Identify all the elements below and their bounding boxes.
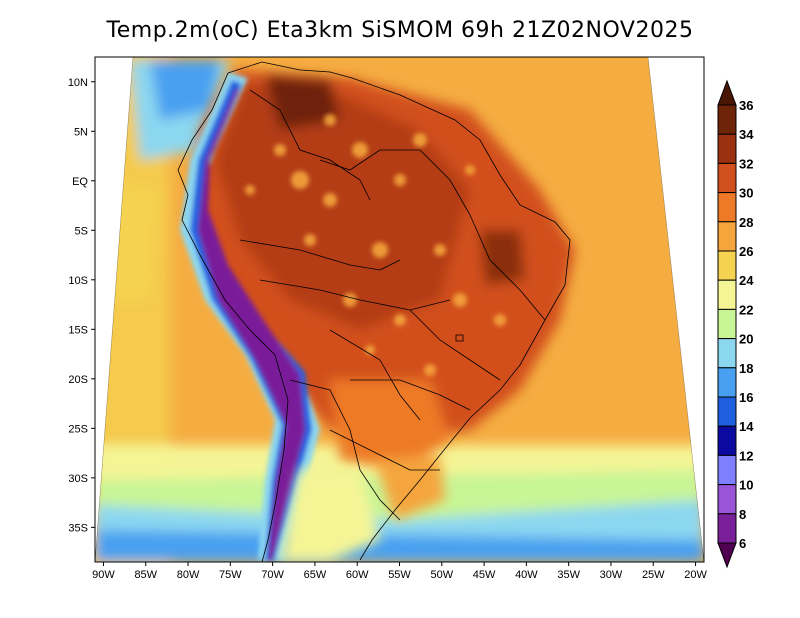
- colorbar-label: 24: [739, 273, 754, 288]
- colorbar-box: [717, 396, 737, 427]
- map-title: Temp.2m(oC) Eta3km SiSMOM 69h 21Z02NOV20…: [106, 18, 694, 43]
- colorbar-box: [717, 308, 737, 340]
- colorbar-box: [717, 425, 737, 456]
- colorbar-label: 10: [739, 478, 753, 493]
- colorbar-arrow-bottom: [717, 542, 737, 569]
- lon-tick-label: 65W: [304, 569, 327, 581]
- coastlines-and-borders: [177, 61, 571, 563]
- colorbar-arrow-top: [717, 79, 737, 106]
- lon-tick-label: 20W: [684, 569, 707, 581]
- colorbar-box: [717, 338, 737, 369]
- colorbar-label: 20: [739, 332, 753, 347]
- colorbar-label: 32: [739, 156, 753, 171]
- colorbar-box: [717, 454, 737, 486]
- colorbar-label: 16: [739, 390, 753, 405]
- axis-ticks: 90W 85W 80W 75W 70W 65W 60W 55W 50W 45W 40W 35W 30W 2…: [68, 77, 708, 581]
- lat-tick-label: 5N: [74, 126, 88, 138]
- lon-tick-label: 35W: [557, 569, 580, 581]
- lon-tick-label: 80W: [177, 569, 200, 581]
- colorbar-label: 8: [739, 507, 746, 522]
- temperature-field: [95, 57, 704, 562]
- lat-tick-label: 15S: [68, 324, 88, 336]
- colorbar-label: 22: [739, 302, 753, 317]
- lat-tick-label: 10S: [68, 275, 88, 287]
- lon-tick-label: 50W: [430, 569, 453, 581]
- lat-tick-label: 35S: [68, 522, 88, 534]
- colorbar-label: 26: [739, 244, 753, 259]
- colorbar-box: [717, 162, 737, 194]
- lat-tick-label: 30S: [68, 473, 88, 485]
- colorbar-box: [717, 513, 737, 544]
- colorbar-label: 30: [739, 186, 753, 201]
- lon-tick-label: 60W: [346, 569, 369, 581]
- lon-tick-label: 70W: [261, 569, 284, 581]
- lon-tick-label: 85W: [134, 569, 157, 581]
- colorbar-box: [717, 221, 737, 252]
- lat-tick-label: EQ: [72, 176, 88, 188]
- colorbar: 36 34 32 30 28 26 24 22 20 18 16 14 12 10 8 6: [717, 79, 754, 569]
- colorbar-box: [717, 104, 737, 135]
- lat-tick-label: 10N: [68, 77, 88, 89]
- lon-tick-label: 55W: [388, 569, 411, 581]
- lat-tick-label: 5S: [75, 225, 88, 237]
- colorbar-label: 18: [739, 361, 753, 376]
- colorbar-label: 36: [739, 98, 753, 113]
- colorbar-box: [717, 250, 737, 281]
- colorbar-label: 14: [739, 419, 754, 434]
- colorbar-box: [717, 133, 737, 164]
- lon-tick-label: 30W: [600, 569, 623, 581]
- colorbar-label: 28: [739, 215, 753, 230]
- lon-tick-label: 90W: [92, 569, 115, 581]
- colorbar-label: 12: [739, 448, 753, 463]
- colorbar-label: 34: [739, 127, 754, 142]
- lon-tick-label: 40W: [515, 569, 538, 581]
- colorbar-box: [717, 192, 737, 223]
- colorbar-box: [717, 484, 737, 515]
- lat-tick-label: 20S: [68, 374, 88, 386]
- lon-tick-label: 25W: [642, 569, 665, 581]
- lat-tick-label: 25S: [68, 423, 88, 435]
- colorbar-box: [717, 367, 737, 398]
- colorbar-label: 6: [739, 536, 746, 551]
- colorbar-box: [717, 279, 737, 310]
- lon-tick-label: 75W: [219, 569, 242, 581]
- lon-tick-label: 45W: [473, 569, 496, 581]
